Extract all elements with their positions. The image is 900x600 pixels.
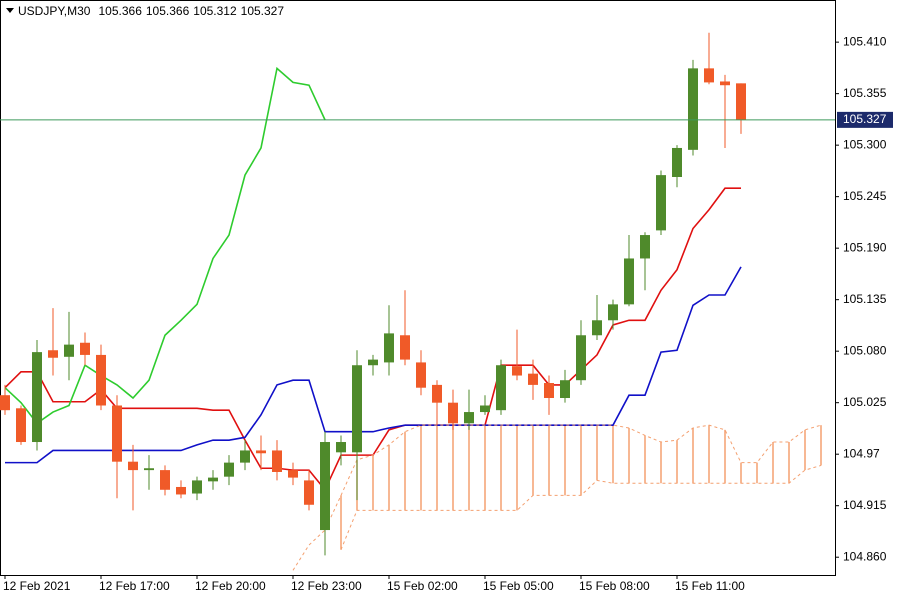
candle-body (256, 450, 266, 454)
candle-body (144, 468, 154, 471)
candle-body (480, 405, 490, 413)
candle-body (720, 81, 730, 86)
low: 105.312 (193, 4, 237, 18)
x-tick-label: 12 Feb 17:00 (99, 579, 170, 593)
last-price-box (837, 111, 893, 128)
candle-body (48, 350, 58, 358)
candle-body (368, 359, 378, 366)
indicator-line (5, 266, 742, 464)
high: 105.366 (146, 4, 190, 18)
candle-body (0, 395, 10, 411)
candle-body (400, 335, 410, 360)
x-tick-label: 15 Feb 11:00 (675, 579, 745, 593)
last-price-label: 105.327 (843, 112, 887, 126)
candle-body (240, 450, 250, 463)
x-tick-label: 12 Feb 23:00 (291, 579, 362, 593)
menu-arrow[interactable] (6, 8, 14, 13)
candle-body (640, 235, 650, 259)
candle-body (352, 365, 362, 453)
plot (0, 32, 822, 571)
y-tick-label: 104.860 (843, 549, 887, 563)
x-tick-label: 15 Feb 02:00 (387, 579, 458, 593)
candle-body (384, 333, 394, 363)
candle-body (336, 442, 346, 453)
y-tick-label: 105.410 (843, 34, 887, 48)
x-tick-label: 12 Feb 2021 (3, 579, 71, 593)
candle-body (496, 365, 506, 411)
candle-body (208, 477, 218, 482)
candle-body (432, 384, 442, 403)
y-tick-label: 105.025 (843, 395, 887, 409)
y-tick-label: 105.080 (843, 343, 887, 357)
candle-body (416, 362, 426, 388)
candle-body (704, 68, 714, 83)
y-tick-label: 105.135 (843, 292, 887, 306)
candle-body (16, 408, 26, 443)
indicator-line (4, 66, 326, 425)
candle-body (736, 83, 746, 120)
y-tick-label: 104.915 (843, 498, 887, 512)
candle-body (672, 147, 682, 177)
candle-body (288, 470, 298, 478)
candle-body (272, 450, 282, 472)
candle-body (112, 405, 122, 462)
symbol: USDJPY,M30 (18, 4, 91, 18)
candle-body (512, 366, 522, 376)
candle-body (560, 380, 570, 399)
candle-body (576, 335, 586, 381)
open: 105.366 (98, 4, 142, 18)
plot-frame (0, 0, 836, 576)
x-tick-label: 15 Feb 08:00 (579, 579, 650, 593)
header: USDJPY,M30 105.366 105.366 105.312 105.327 (18, 4, 284, 18)
candle-body (464, 412, 474, 424)
candle-body (608, 304, 618, 321)
x-tick-label: 15 Feb 05:00 (483, 579, 554, 593)
y-tick-label: 104.97 (843, 446, 880, 460)
candle-body (64, 344, 74, 357)
candle-body (448, 402, 458, 424)
candle-body (656, 175, 666, 231)
candle-body (624, 258, 634, 305)
candle-body (544, 383, 554, 399)
y-tick-label: 105.190 (843, 240, 887, 254)
candle-body (80, 342, 90, 355)
candle-body (96, 354, 106, 406)
candle-body (192, 480, 202, 494)
candle-body (160, 470, 170, 490)
candle-body (224, 462, 234, 477)
candle-body (128, 461, 138, 471)
candle-body (32, 352, 42, 443)
y-tick-label: 105.355 (843, 86, 887, 100)
candle-body (688, 68, 698, 150)
candle-body (304, 480, 314, 505)
indicator-line (340, 464, 822, 550)
candle-body (320, 442, 330, 531)
close: 105.327 (241, 4, 285, 18)
candle-body (176, 486, 186, 495)
candle-body (528, 373, 538, 385)
x-tick-label: 12 Feb 20:00 (195, 579, 266, 593)
y-tick-label: 105.300 (843, 137, 887, 151)
indicator-line (292, 424, 822, 571)
candle-body (592, 320, 602, 336)
y-tick-label: 105.245 (843, 189, 887, 203)
